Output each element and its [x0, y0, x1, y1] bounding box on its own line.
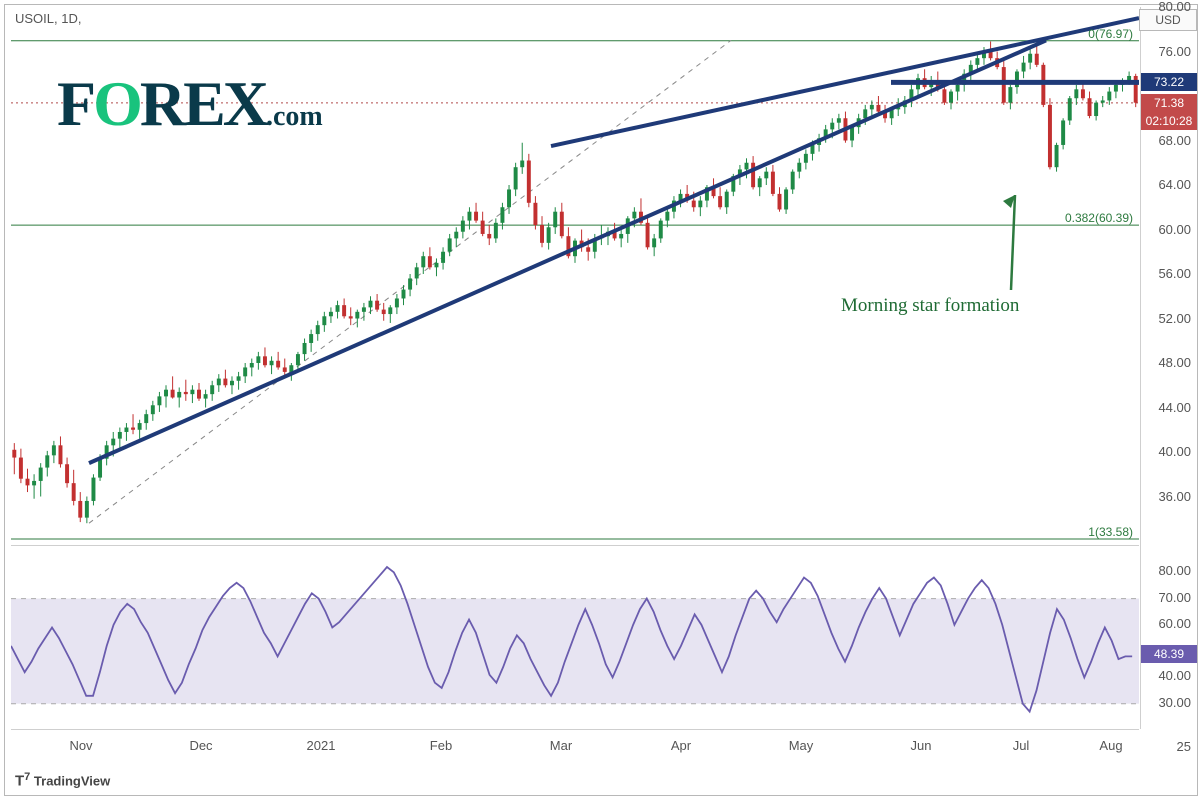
fib-label-0: 0(76.97) [1088, 27, 1133, 41]
annotation-morning-star: Morning star formation [841, 295, 1019, 317]
price-pane[interactable]: FOREX.com Morning star formation 0(76.97… [11, 7, 1139, 541]
x-axis: NovDec2021FebMarAprMayJunJulAug [11, 729, 1139, 764]
rsi-y-axis: 30.0040.0050.0060.0070.0080.00 [1141, 545, 1197, 729]
countdown-tag: 02:10:28 [1141, 112, 1197, 130]
fib-label-1: 1(33.58) [1088, 525, 1133, 539]
rsi-tag: 48.39 [1141, 645, 1197, 663]
rsi-svg [11, 546, 1139, 730]
rsi-pane[interactable] [11, 545, 1139, 730]
attribution: T7 TradingView [15, 771, 110, 789]
chart-frame: USOIL, 1D, USD FOREX.com Morning star fo… [4, 4, 1198, 796]
hline-tag: 73.22 [1141, 73, 1197, 91]
fib-label-382: 0.382(60.39) [1065, 211, 1133, 225]
logo: FOREX.com [57, 67, 323, 141]
last-price-tag: 71.38 [1141, 94, 1197, 112]
x-extra-tick: 25 [1177, 739, 1191, 754]
